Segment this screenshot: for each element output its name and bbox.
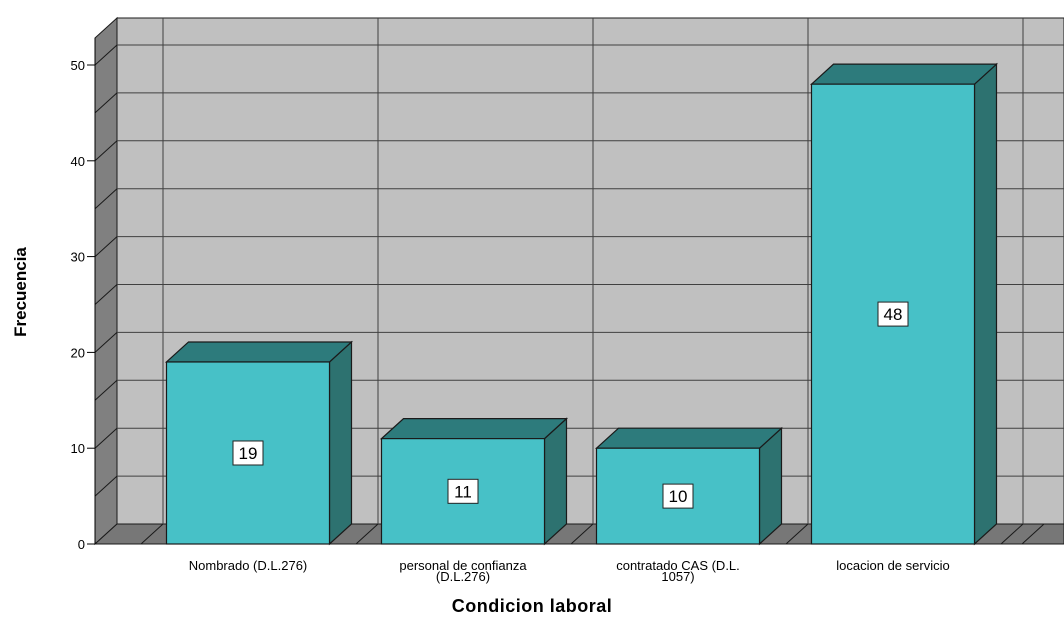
wall-grid-line: [94, 44, 118, 66]
x-axis-title: Condicion laboral: [451, 596, 613, 616]
floor-line: [355, 523, 379, 545]
bar-side: [328, 340, 353, 546]
x-tick-label: contratado CAS (D.L.: [616, 558, 740, 573]
x-tick-label: locacion de servicio: [836, 558, 949, 573]
y-tick-label: 50: [71, 58, 85, 73]
data-label: 10: [669, 487, 688, 506]
y-tick-label: 10: [71, 441, 85, 456]
floor-line: [140, 523, 164, 545]
bar-top: [809, 63, 999, 85]
bar: 10: [594, 426, 784, 546]
data-label-box: [877, 301, 909, 327]
y-axis-title: Frecuencia: [11, 247, 30, 337]
floor-line: [1000, 523, 1024, 545]
floor-line: [1021, 523, 1045, 545]
wall-grid-line: [94, 379, 118, 401]
data-label: 48: [884, 305, 903, 324]
x-tick-label: (D.L.276): [436, 569, 490, 584]
bar-side: [973, 62, 998, 546]
data-label-box: [447, 478, 479, 504]
data-label-box: [232, 440, 264, 466]
wall-grid-line: [94, 236, 118, 257]
y-tick-label: 40: [71, 154, 85, 169]
data-label: 11: [454, 482, 472, 501]
data-label-box: [662, 483, 694, 509]
bar-top: [594, 427, 784, 449]
floor-line: [570, 523, 594, 545]
wall-grid-line: [94, 427, 118, 449]
data-label: 19: [239, 444, 258, 463]
y-tick-label: 30: [71, 250, 85, 265]
y-tick-label: 0: [78, 537, 85, 552]
wall-grid-line: [94, 188, 118, 210]
bar-top: [164, 341, 354, 363]
bar: 11: [379, 417, 569, 546]
wall-grid-line: [94, 92, 118, 114]
wall-grid-line: [94, 332, 118, 353]
bar: 19: [164, 340, 354, 546]
wall-grid-line: [94, 475, 118, 497]
x-tick-label: personal de confianza: [399, 558, 527, 573]
x-tick-label: Nombrado (D.L.276): [189, 558, 308, 573]
y-tick-label: 20: [71, 345, 85, 360]
bar-top: [379, 418, 569, 440]
bar: 48: [809, 62, 999, 546]
x-tick-label: 1057): [661, 569, 694, 584]
left-wall: [94, 16, 118, 546]
floor-line: [785, 523, 809, 545]
bar-side: [543, 417, 568, 546]
wall-grid-line: [94, 284, 118, 305]
wall-grid-line: [94, 140, 118, 162]
